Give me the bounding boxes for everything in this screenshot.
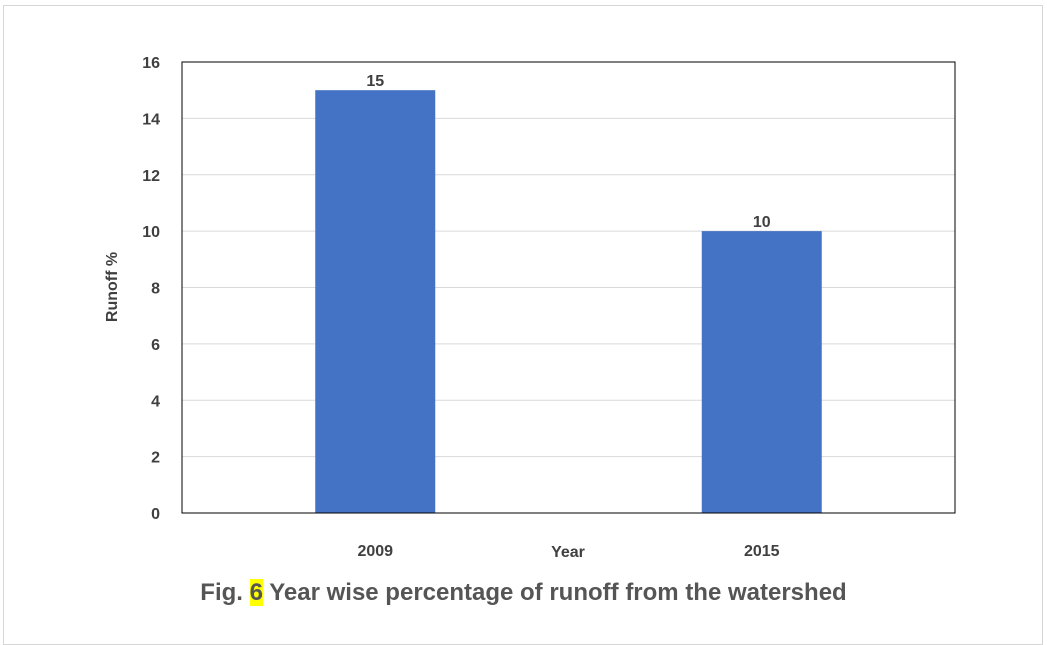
bar-2009: [315, 90, 436, 513]
y-axis-title: Runoff %: [104, 252, 121, 322]
bar-2015: [701, 231, 822, 513]
data-label-2009: 15: [366, 73, 384, 90]
y-tick-label: 12: [142, 168, 160, 185]
y-tick-label: 8: [151, 281, 160, 298]
x-tick-labels: 2009 2015: [357, 543, 779, 560]
data-label-2015: 10: [753, 214, 771, 231]
caption-text: Year wise percentage of runoff from the …: [269, 579, 847, 606]
caption-figure-number: 6: [249, 579, 263, 606]
y-tick-label: 14: [142, 111, 160, 128]
x-tick-label-2015: 2015: [744, 543, 780, 560]
bars: [315, 90, 822, 513]
y-tick-label: 6: [151, 337, 160, 354]
figure-frame: [3, 5, 1043, 645]
caption-prefix: Fig.: [200, 579, 243, 606]
y-tick-labels: 0 2 4 6 8 10 12 14 16: [142, 55, 160, 523]
y-tick-label: 10: [142, 224, 160, 241]
y-tick-label: 0: [151, 506, 160, 523]
plot-area-border: [181, 61, 956, 514]
y-tick-label: 4: [151, 393, 160, 410]
gridlines: [182, 117, 955, 458]
x-axis-title: Year: [551, 544, 585, 561]
y-tick-label: 2: [151, 450, 160, 467]
figure-caption: Fig. 6 Year wise percentage of runoff fr…: [0, 579, 1047, 607]
y-tick-label: 16: [142, 55, 160, 72]
x-tick-label-2009: 2009: [357, 543, 393, 560]
